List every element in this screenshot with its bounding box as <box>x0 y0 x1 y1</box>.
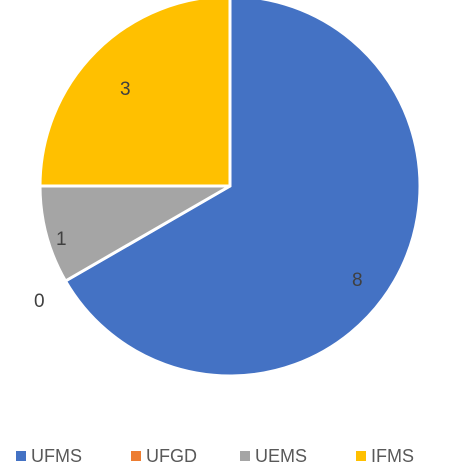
legend-swatch-ufms <box>16 451 26 461</box>
legend-swatch-uems <box>240 451 250 461</box>
pie-slice-ifms <box>38 0 232 188</box>
legend-label-uems: UEMS <box>255 446 307 466</box>
data-label-ufms: 8 <box>352 270 363 291</box>
legend-swatch-ufgd <box>131 451 141 461</box>
legend-item-ifms: IFMS <box>356 446 414 466</box>
legend-item-uems: UEMS <box>240 446 307 466</box>
legend-label-ufms: UFMS <box>31 446 82 466</box>
data-label-ufgd: 0 <box>34 291 45 312</box>
pie-slice-uems <box>38 184 232 283</box>
pie-slices <box>38 0 422 378</box>
legend-label-ifms: IFMS <box>371 446 414 466</box>
legend-label-ufgd: UFGD <box>146 446 197 466</box>
pie-slice-ufms <box>63 0 422 378</box>
legend-swatch-ifms <box>356 451 366 461</box>
chart-legend: UFMS UFGD UEMS IFMS <box>16 446 414 466</box>
pie-data-labels: 8 0 1 3 <box>34 79 363 312</box>
legend-item-ufgd: UFGD <box>131 446 197 466</box>
data-label-uems: 1 <box>56 229 67 250</box>
legend-item-ufms: UFMS <box>16 446 82 466</box>
data-label-ifms: 3 <box>120 79 131 100</box>
